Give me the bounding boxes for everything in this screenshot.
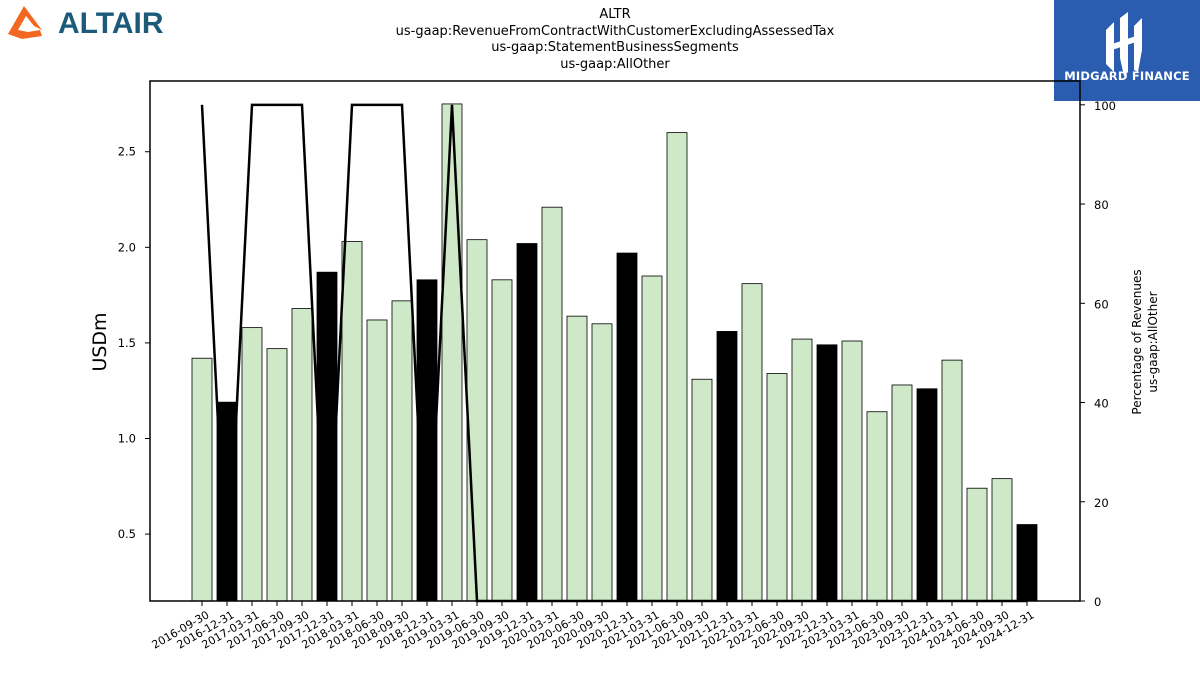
bar-2018-09-30 xyxy=(391,300,413,602)
bar-2021-03-31 xyxy=(641,275,663,602)
bar-2019-12-31 xyxy=(516,243,538,602)
bar-2016-09-30 xyxy=(191,357,213,602)
midgard-logo-mark xyxy=(1106,12,1142,76)
bar-2022-03-31 xyxy=(741,283,763,602)
chart-title: ALTR us-gaap:RevenueFromContractWithCust… xyxy=(365,7,865,73)
bar-2018-06-30 xyxy=(366,319,388,602)
bar-2023-06-30 xyxy=(866,411,888,602)
bar-2023-09-30 xyxy=(891,384,913,602)
bar-2019-09-30 xyxy=(491,279,513,602)
y-tick-label: 2.5 xyxy=(118,145,136,159)
x-axis-ticks: 2016-09-302016-12-312017-03-312017-06-30… xyxy=(150,601,1037,652)
chart-title-line-4: us-gaap:AllOther xyxy=(560,56,670,72)
bar-2022-06-30 xyxy=(766,373,788,602)
bar-2020-06-30 xyxy=(566,315,588,602)
y2-axis-label-line-1: Percentage of Revenues xyxy=(1130,269,1144,414)
y2-tick-label: 100 xyxy=(1094,99,1116,113)
bar-2024-12-31 xyxy=(1016,524,1038,602)
bar-2022-12-31 xyxy=(816,344,838,602)
y-tick-label: 1.0 xyxy=(118,432,136,446)
y-axis-label: USDm xyxy=(89,312,111,371)
bar-2023-03-31 xyxy=(841,340,863,602)
chart-title-line-2: us-gaap:RevenueFromContractWithCustomerE… xyxy=(395,23,835,39)
bar-2017-12-31 xyxy=(316,271,338,602)
bar-2018-03-31 xyxy=(341,241,363,602)
bar-2022-09-30 xyxy=(791,338,813,602)
bar-2019-03-31 xyxy=(441,103,463,602)
altair-logo-mark: ALTAIR xyxy=(8,6,164,40)
bar-2021-12-31 xyxy=(716,331,738,602)
y-tick-label: 0.5 xyxy=(118,527,136,541)
chart-title-line-3: us-gaap:StatementBusinessSegments xyxy=(491,40,739,55)
y2-tick-label: 0 xyxy=(1094,595,1101,609)
y-tick-label: 2.0 xyxy=(118,240,136,254)
bar-2017-03-31 xyxy=(241,327,263,602)
bar-2024-03-31 xyxy=(941,359,963,602)
bar-2020-03-31 xyxy=(541,206,563,602)
bar-2020-12-31 xyxy=(616,252,638,602)
bar-2019-06-30 xyxy=(466,239,488,602)
y2-tick-label: 80 xyxy=(1094,198,1109,212)
bar-2024-06-30 xyxy=(966,487,988,602)
plot-frame xyxy=(149,80,1081,602)
y2-tick-label: 40 xyxy=(1094,397,1109,411)
y2-tick-label: 60 xyxy=(1094,297,1109,311)
bars-group xyxy=(191,103,1038,602)
bar-2020-09-30 xyxy=(591,323,613,602)
y2-axis-label-line-2: us-gaap:AllOther xyxy=(1146,291,1160,392)
y2-tick-label: 20 xyxy=(1094,496,1109,510)
axes-group xyxy=(149,80,1081,602)
chart-title-line-1: ALTR xyxy=(599,7,631,22)
right-axis-ticks: 0 20 40 60 80 100 xyxy=(1080,99,1116,609)
y-tick-label: 1.5 xyxy=(118,336,136,350)
bar-2021-09-30 xyxy=(691,378,713,602)
bar-2023-12-31 xyxy=(916,388,938,602)
midgard-logo-text: MIDGARD FINANCE xyxy=(1064,69,1190,83)
midgard-finance-logo: MIDGARD FINANCE xyxy=(1054,0,1200,101)
bar-2017-06-30 xyxy=(266,348,288,602)
bar-2017-09-30 xyxy=(291,308,313,602)
altair-logo: ALTAIR xyxy=(4,2,194,46)
altair-logo-text: ALTAIR xyxy=(58,7,164,40)
bar-2016-12-31 xyxy=(216,401,238,602)
left-axis-ticks: 0.5 1.0 1.5 2.0 2.5 xyxy=(118,145,150,541)
bar-2021-06-30 xyxy=(666,132,688,602)
bar-2024-09-30 xyxy=(991,478,1013,602)
